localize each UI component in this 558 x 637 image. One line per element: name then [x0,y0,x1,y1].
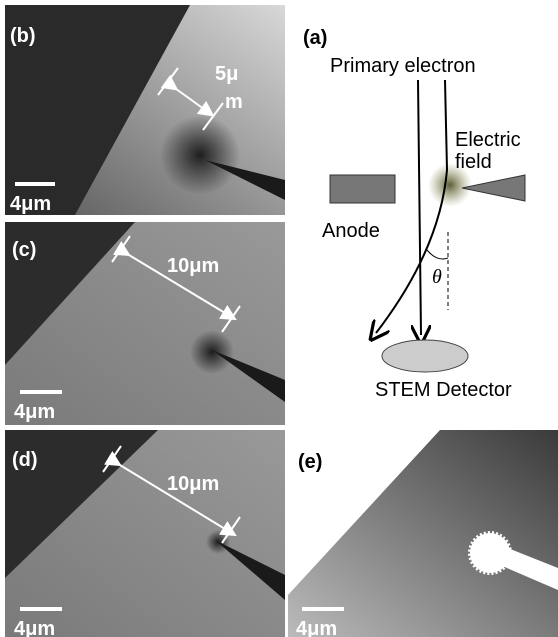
field-label: field [455,151,492,173]
measure-label: 10μm [167,473,219,495]
angle-label: θ [432,266,442,288]
measure-label: m [225,91,243,113]
detector-label: STEM Detector [375,379,512,401]
panel-a: (a) Primary electron Electric field Anod… [303,27,525,401]
measure-label: 5μ [215,63,238,85]
panel-label: (a) [303,27,327,49]
panel-label: (c) [12,239,36,261]
panel-d: 10μm (d) 4μm [5,430,285,637]
scale-bar-label: 4μm [296,618,337,637]
scale-bar-label: 4μm [14,401,55,423]
panel-label: (d) [12,449,38,471]
measure-label: 10μm [167,255,219,277]
figure: (b) 5μ m 4μm 10μm (c) 4μm 10μm (d) 4μm [0,0,558,637]
panel-e: (e) 4μm [288,430,558,637]
field-label: Electric [455,129,521,151]
panel-b: (b) 5μ m 4μm [5,5,285,215]
panel-label: (b) [10,25,36,47]
anode-label: Anode [322,220,380,242]
scale-bar-label: 4μm [10,193,51,215]
panel-label: (e) [298,451,322,473]
primary-label: Primary electron [330,55,476,77]
panel-c: 10μm (c) 4μm [5,222,285,425]
scale-bar-label: 4μm [14,618,55,637]
